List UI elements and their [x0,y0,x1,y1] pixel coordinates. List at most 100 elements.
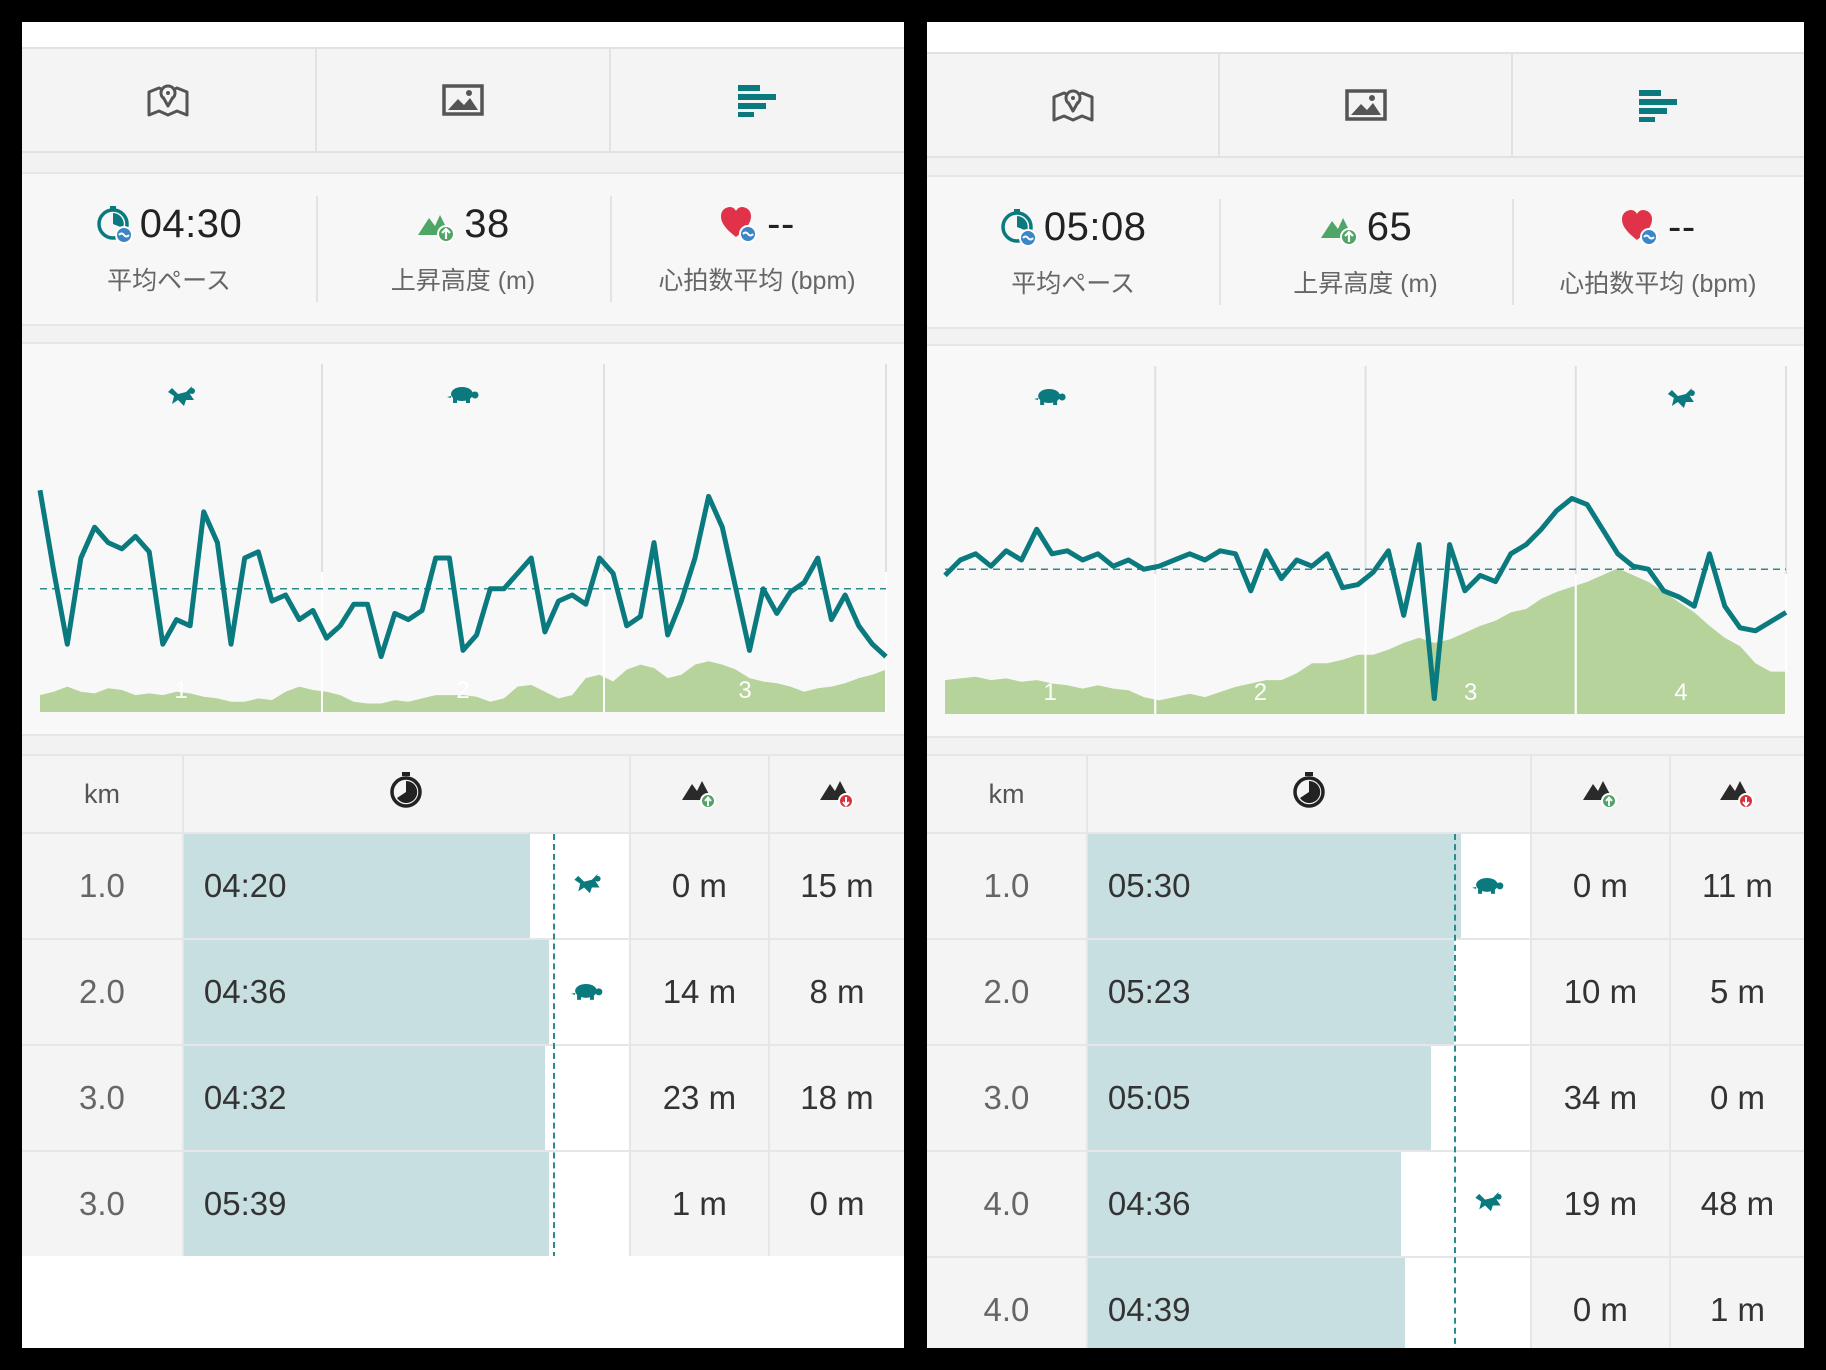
split-descent: 0 m [809,1185,865,1222]
fastest-km-icon [1471,1185,1505,1223]
stopwatch-icon [1291,771,1327,817]
splits-rows: 1.0 04:20 0 m 15 m 2.0 04:36 14 m 8 m 3.0 04:32 23… [22,834,904,1258]
split-pace: 04:36 [203,973,287,1010]
split-ascent: 19 m [1532,1152,1671,1256]
elevation-area [40,661,886,712]
split-descent: 15 m [800,867,874,904]
elevation-down-icon [1718,772,1756,816]
ascent-column-header [1532,756,1671,832]
split-pace: 05:39 [203,1185,287,1222]
split-km: 2.0 [927,940,1088,1044]
split-km: 2.0 [22,940,184,1044]
split-pace-cell: 04:36 [1087,1152,1532,1256]
fastest-km-icon [1667,388,1695,408]
heart-rate-label: 心拍数平均 (bpm) [658,266,856,295]
pace-elevation-chart[interactable]: 1 2 3 [22,342,904,736]
tab-photos[interactable] [317,49,612,151]
average-pace-marker [1454,834,1456,1348]
split-pace: 05:05 [1107,1079,1191,1116]
split-ascent: 1 m [631,1152,770,1256]
split-row[interactable]: 2.0 04:36 14 m 8 m [22,940,904,1046]
split-km: 3.0 [927,1046,1088,1150]
split-descent: 0 m [1709,1079,1765,1116]
view-tabs [22,49,904,153]
tab-map[interactable] [22,49,317,151]
tab-map[interactable] [927,54,1220,156]
pace-bar [1087,940,1454,1044]
slowest-km-icon [1034,389,1066,405]
split-pace-cell: 04:36 [183,940,631,1044]
avg-pace-value: 05:08 [1043,204,1147,249]
split-pace: 04:32 [203,1079,287,1116]
pace-bar [1087,1046,1431,1150]
split-row[interactable]: 4.0 04:36 19 m 48 m [927,1152,1804,1258]
pace-bar [183,940,549,1044]
heart-rate-value: -- [1668,204,1696,249]
splits-header: km [927,756,1804,834]
stat-heart-rate: -- 心拍数平均 (bpm) [610,174,904,324]
split-km: 4.0 [927,1258,1088,1348]
elevation-gain-value: 38 [464,201,510,246]
stat-elevation-gain: 65 上昇高度 (m) [1219,177,1511,327]
pace-bar [183,1046,545,1150]
view-tabs [927,54,1804,158]
split-descent: 1 m [1709,1291,1765,1328]
split-row[interactable]: 1.0 05:30 0 m 11 m [927,834,1804,940]
split-row[interactable]: 4.0 04:39 0 m 1 m [927,1258,1804,1348]
splits-rows: 1.0 05:30 0 m 11 m 2.0 05:23 10 m 5 m 3.0 05:05 34… [927,834,1804,1348]
splits-table: km 1.0 05:30 0 m 11 m 2.0 05:23 10 m 5 m 3.0 05:05… [927,754,1804,1348]
pace-bar [1087,1152,1401,1256]
bar-chart-icon [1637,88,1681,122]
split-ascent: 0 m [1532,834,1671,938]
split-pace-cell: 05:05 [1087,1046,1532,1150]
pace-bar [1087,1258,1405,1348]
km-label: 2 [456,677,469,704]
split-row[interactable]: 3.0 05:39 1 m 0 m [22,1152,904,1258]
split-pace-cell: 05:39 [183,1152,631,1256]
activity-panel-right: 05:08 平均ペース 65 上昇高度 (m) -- 心拍数平均 (bpm) 1… [927,22,1804,1348]
image-icon [1344,89,1387,121]
fastest-km-icon [168,386,195,406]
split-ascent: 10 m [1532,940,1671,1044]
tab-photos[interactable] [1220,54,1513,156]
split-km: 3.0 [22,1152,184,1256]
pace-bar [183,1152,549,1256]
split-km: 1.0 [22,834,184,938]
split-row[interactable]: 3.0 05:05 34 m 0 m [927,1046,1804,1152]
split-row[interactable]: 3.0 04:32 23 m 18 m [22,1046,904,1152]
descent-column-header [1671,756,1804,832]
top-strip [927,22,1804,54]
split-pace-cell: 05:23 [1087,940,1532,1044]
time-column-header [184,756,631,832]
time-column-header [1088,756,1532,832]
km-label: 4 [1674,679,1687,706]
slowest-km-icon [570,973,604,1011]
km-label: 1 [1043,679,1056,706]
elevation-up-icon [1581,772,1619,816]
stats-bar: 04:30 平均ペース 38 上昇高度 (m) -- 心拍数平均 (bpm) [22,172,904,326]
split-row[interactable]: 2.0 05:23 10 m 5 m [927,940,1804,1046]
bar-chart-icon [736,83,780,117]
pace-bar [183,834,530,938]
tab-splits[interactable] [611,49,904,151]
km-label: 2 [1254,679,1267,706]
tab-splits[interactable] [1513,54,1804,156]
stat-heart-rate: -- 心拍数平均 (bpm) [1511,177,1804,327]
pace-bar [1087,834,1461,938]
stopwatch-icon [388,771,424,817]
heart-rate-icon [719,204,761,244]
split-pace: 04:20 [203,867,287,904]
split-descent: 5 m [1709,973,1765,1010]
heart-rate-icon [1620,207,1662,247]
split-row[interactable]: 1.0 04:20 0 m 15 m [22,834,904,940]
stats-bar: 05:08 平均ペース 65 上昇高度 (m) -- 心拍数平均 (bpm) [927,175,1804,329]
split-ascent: 34 m [1532,1046,1671,1150]
stat-avg-pace: 04:30 平均ペース [22,174,316,324]
elevation-gain-label: 上昇高度 (m) [1293,269,1438,298]
elevation-gain-label: 上昇高度 (m) [390,266,536,295]
split-pace-cell: 04:20 [183,834,631,938]
chart-svg: 1 2 3 4 [943,366,1788,714]
elevation-gain-icon [416,205,458,243]
elevation-gain-icon [1319,208,1361,246]
pace-elevation-chart[interactable]: 1 2 3 4 [927,344,1804,738]
